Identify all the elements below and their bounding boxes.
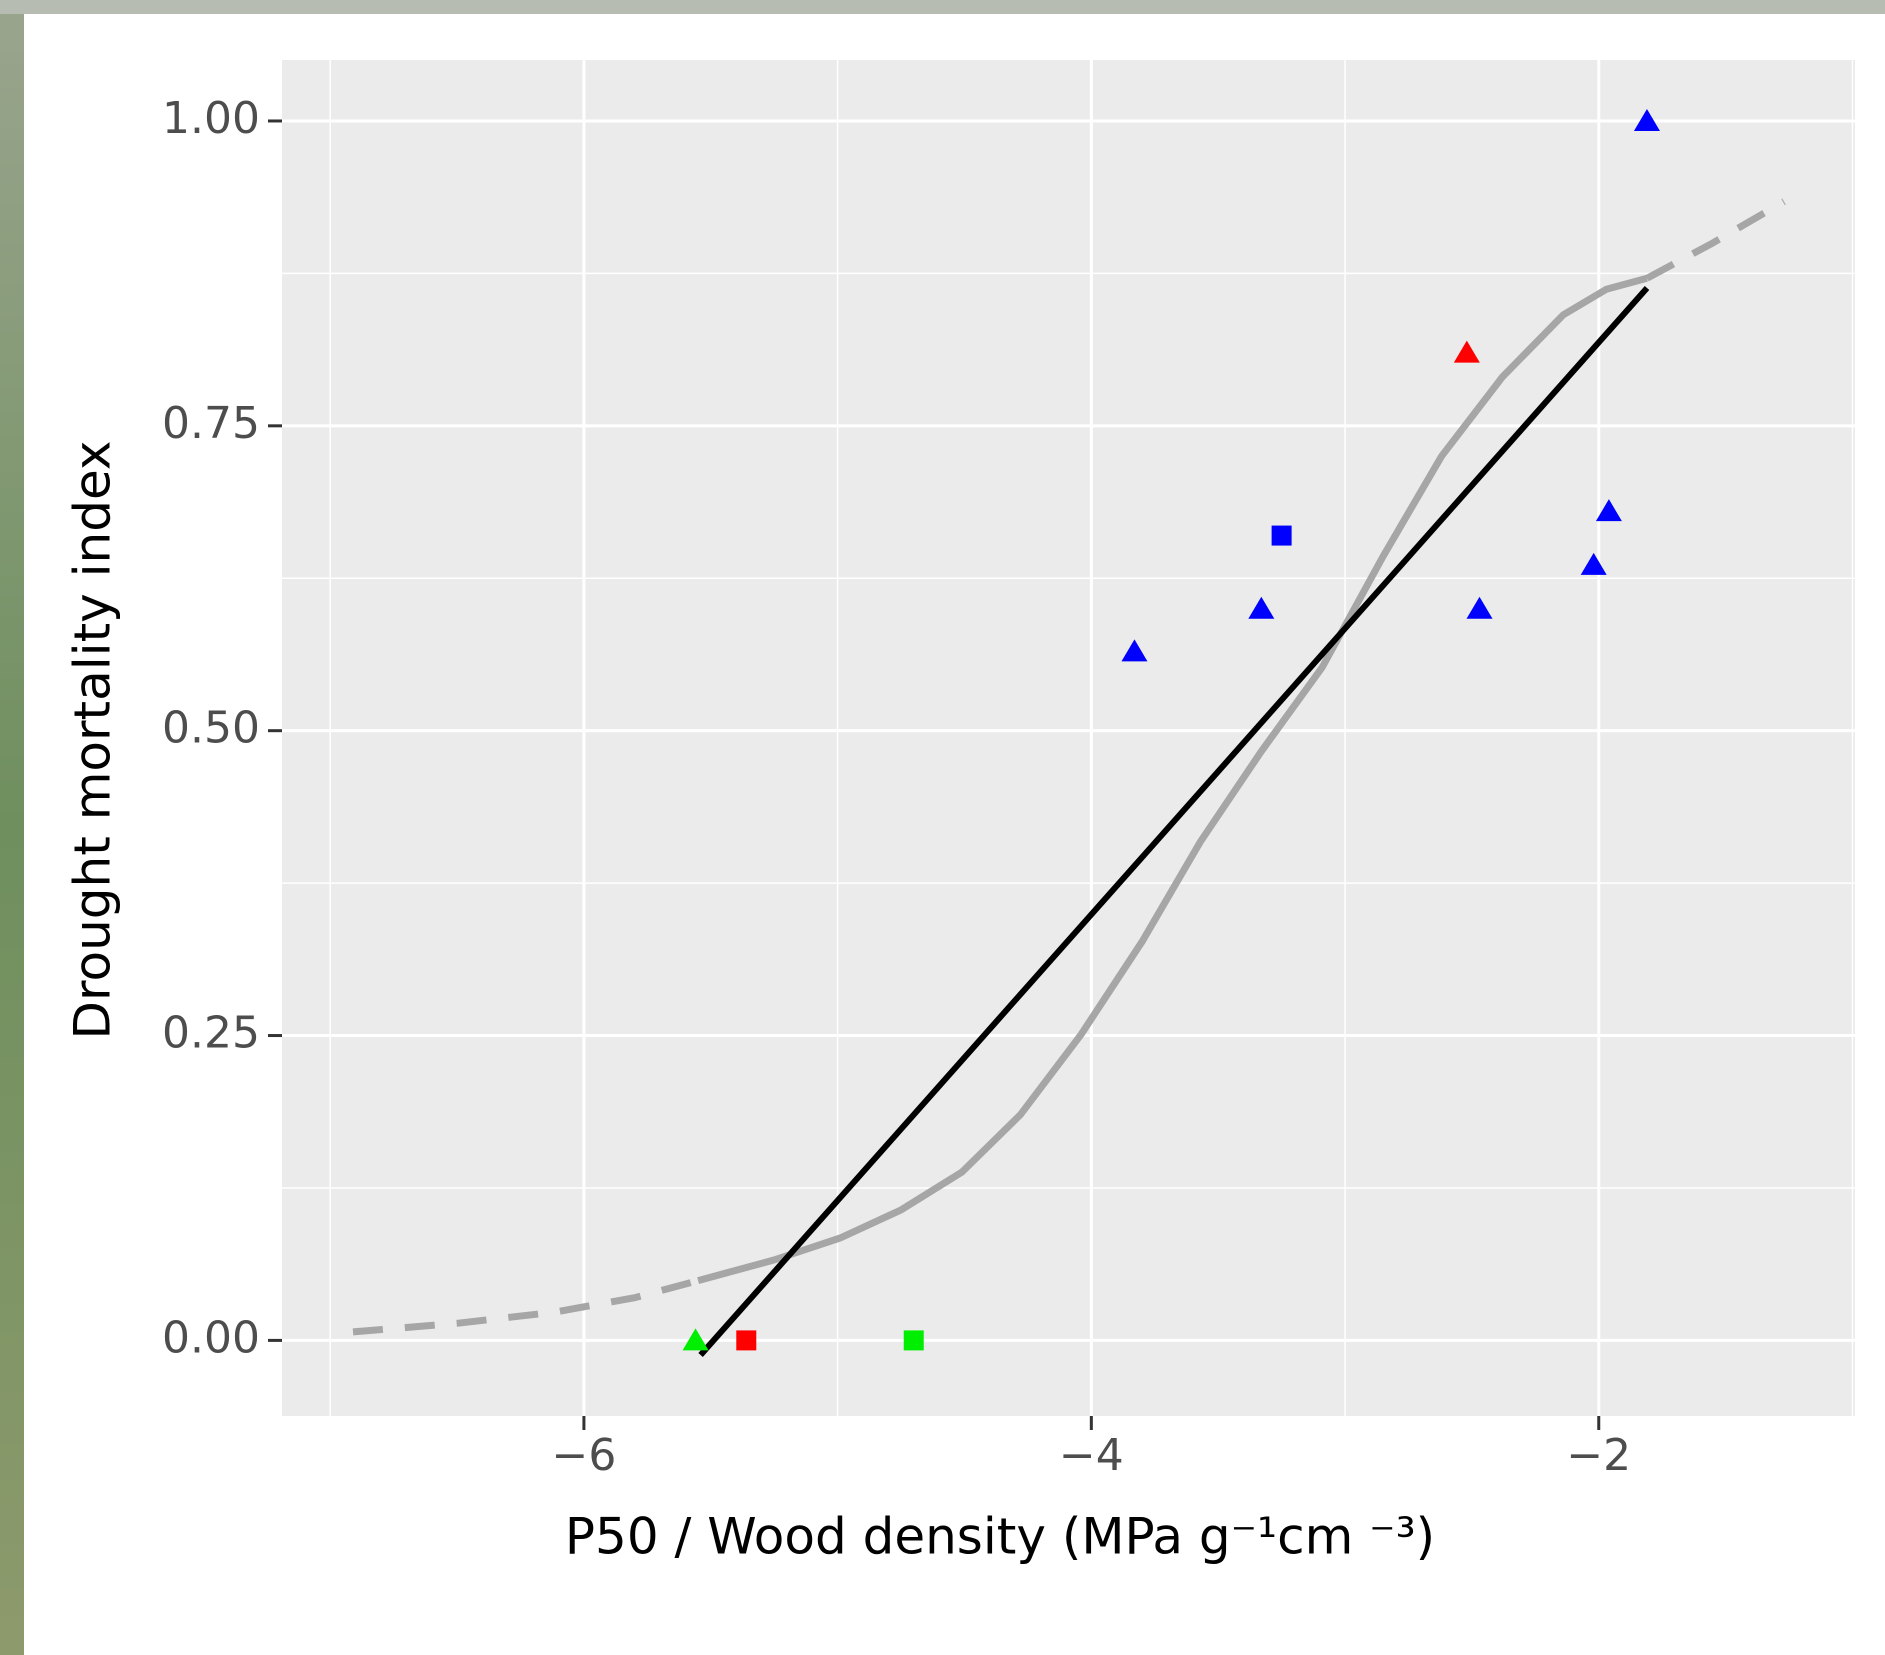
photo-edge [0,0,24,1655]
fit-line [698,286,1650,1357]
triangle-point [1121,639,1148,662]
triangle-point [682,1328,709,1351]
fit-line [352,1277,700,1336]
grid [282,60,1855,1416]
y-tick-label: 0.50 [162,703,260,754]
y-tick-label: 0.75 [162,398,260,449]
triangle-point [1248,596,1275,619]
square-point [903,1330,924,1351]
y-tick-label: 1.00 [162,93,260,144]
fit-line [1645,198,1786,282]
x-axis-title: P50 / Wood density (MPa g⁻¹cm ⁻³) [565,1508,1435,1566]
y-tick-label: 0.00 [162,1312,260,1363]
x-tick-label: −4 [1059,1430,1124,1481]
triangle-point [1633,108,1660,131]
triangle-point [1595,499,1622,522]
fit-line [697,274,1648,1284]
marks [352,108,1786,1357]
y-axis-title: Drought mortality index [64,441,122,1040]
triangle-point [1580,552,1607,575]
plot-panel [282,60,1855,1416]
triangle-point [1466,596,1493,619]
photo-edge [0,0,1885,14]
triangle-point [1453,340,1480,363]
x-tick-label: −6 [551,1430,616,1481]
square-point [1271,525,1292,546]
x-tick-label: −2 [1566,1430,1631,1481]
square-point [736,1330,757,1351]
y-tick-label: 0.25 [162,1008,260,1059]
